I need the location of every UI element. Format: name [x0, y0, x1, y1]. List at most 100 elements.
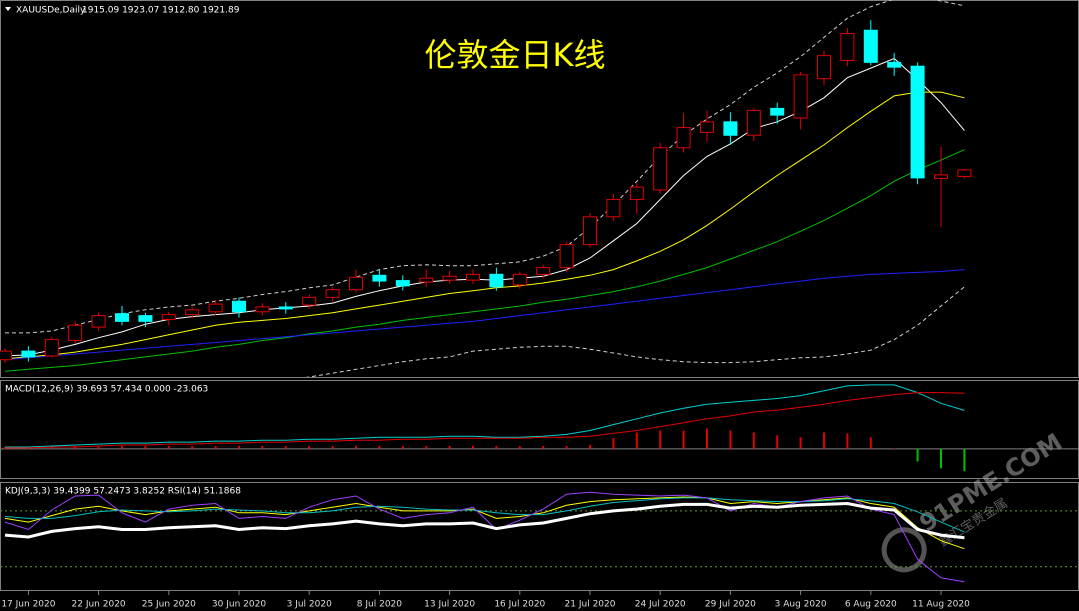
histogram-bar	[963, 448, 966, 472]
main-plot	[0, 0, 972, 377]
x-tick-label: 17 Jun 2020	[1, 600, 55, 610]
candle-body	[208, 303, 223, 313]
x-tick-label: 3 Aug 2020	[775, 600, 827, 610]
candle-body	[349, 276, 363, 291]
candle-body	[629, 186, 644, 201]
indicator-line	[5, 392, 965, 449]
histogram-bar	[776, 435, 779, 449]
macd-plot	[0, 384, 1079, 472]
histogram-bar	[799, 437, 802, 449]
candle-body	[934, 174, 948, 179]
x-tick-label: 11 Aug 2020	[912, 600, 970, 610]
candle-body	[863, 29, 878, 63]
kdj-label: KDJ(9,3,3) 39.4399 57.2473 3.8252 RSI(14…	[5, 487, 241, 497]
histogram-bar	[589, 445, 591, 449]
indicator-line	[5, 384, 965, 448]
candle-body	[957, 169, 972, 177]
histogram-bar	[191, 445, 194, 449]
histogram-bar	[401, 445, 404, 449]
histogram-bar	[518, 445, 521, 449]
candle-body	[255, 306, 270, 313]
candle-body	[746, 109, 761, 136]
candle-body	[536, 267, 551, 275]
candle-body	[512, 273, 527, 286]
candle-body	[770, 107, 785, 116]
candle-body	[793, 74, 808, 119]
x-tick-label: 30 Jun 2020	[212, 600, 266, 610]
indicator-line	[5, 0, 965, 334]
histogram-bar	[635, 432, 638, 449]
histogram-bar	[355, 445, 357, 449]
histogram-bar	[425, 445, 428, 449]
histogram-bar	[214, 445, 217, 449]
indicator-line	[4, 269, 965, 361]
candle-body	[44, 339, 59, 357]
candle-body	[887, 61, 902, 68]
histogram-bar	[542, 445, 545, 449]
candle-body	[21, 350, 36, 358]
x-tick-label: 29 Jul 2020	[705, 600, 756, 610]
candle-body	[302, 296, 317, 306]
candle-body	[0, 350, 12, 361]
candle-body	[372, 274, 387, 282]
x-tick-label: 16 Jul 2020	[494, 600, 545, 610]
histogram-bar	[167, 445, 170, 449]
indicator-line	[4, 149, 965, 372]
histogram-bar	[846, 433, 849, 449]
histogram-bar	[331, 445, 334, 449]
candle-body	[583, 216, 597, 246]
histogram-bar	[144, 445, 147, 449]
candle-body	[442, 275, 457, 281]
histogram-bar	[940, 448, 942, 469]
histogram-bar	[893, 448, 896, 449]
x-tick-label: 24 Jul 2020	[635, 600, 686, 610]
histogram-bar	[97, 445, 100, 449]
x-tick-label: 25 Jun 2020	[142, 600, 196, 610]
watermark: 91PME.COM 鑫汇宝贵金属	[881, 428, 1067, 573]
candle-body	[232, 300, 246, 313]
histogram-bar	[752, 432, 755, 449]
histogram-bar	[238, 445, 240, 449]
histogram-bar	[308, 445, 311, 449]
indicator-line	[4, 57, 965, 357]
histogram-bar	[659, 430, 662, 449]
histogram-bar	[565, 445, 568, 449]
macd-frame	[0, 380, 1079, 479]
candle-body	[653, 147, 668, 191]
candle-body	[700, 121, 714, 133]
watermark-logo	[881, 527, 927, 573]
candle-body	[138, 315, 153, 322]
x-tick-label: 3 Jul 2020	[287, 600, 332, 610]
chart-title: 伦敦金日K线	[425, 36, 606, 74]
macd-label: MACD(12,26,9) 39.693 57.434 0.000 -23.06…	[5, 385, 208, 395]
histogram-bar	[121, 445, 123, 449]
histogram-bar	[448, 445, 451, 449]
candle-body	[68, 324, 83, 342]
ohlc-label: 1915.09 1923.07 1912.80 1921.89	[82, 6, 240, 16]
indicator-line	[4, 491, 965, 583]
candle-body	[840, 33, 855, 61]
kdj-plot	[0, 491, 1079, 583]
x-tick-label: 6 Aug 2020	[845, 600, 897, 610]
candle-body	[325, 289, 340, 298]
indicator-line	[305, 286, 965, 377]
indicator-line	[4, 501, 965, 540]
histogram-bar	[284, 445, 287, 449]
histogram-bar	[495, 445, 498, 449]
histogram-bar	[472, 445, 474, 449]
candle-body	[723, 121, 738, 136]
candle-body	[910, 65, 925, 179]
histogram-bar	[706, 428, 708, 449]
histogram-bar	[823, 432, 825, 449]
symbol: XAUUSDe,Daily	[16, 6, 86, 16]
candle-body	[161, 314, 176, 320]
candle-body	[419, 277, 434, 283]
histogram-bar	[682, 430, 685, 449]
histogram-bar	[378, 445, 381, 449]
x-tick-label: 13 Jul 2020	[424, 600, 475, 610]
histogram-bar	[729, 430, 732, 449]
candle-body	[489, 273, 504, 288]
candle-body	[91, 315, 106, 328]
